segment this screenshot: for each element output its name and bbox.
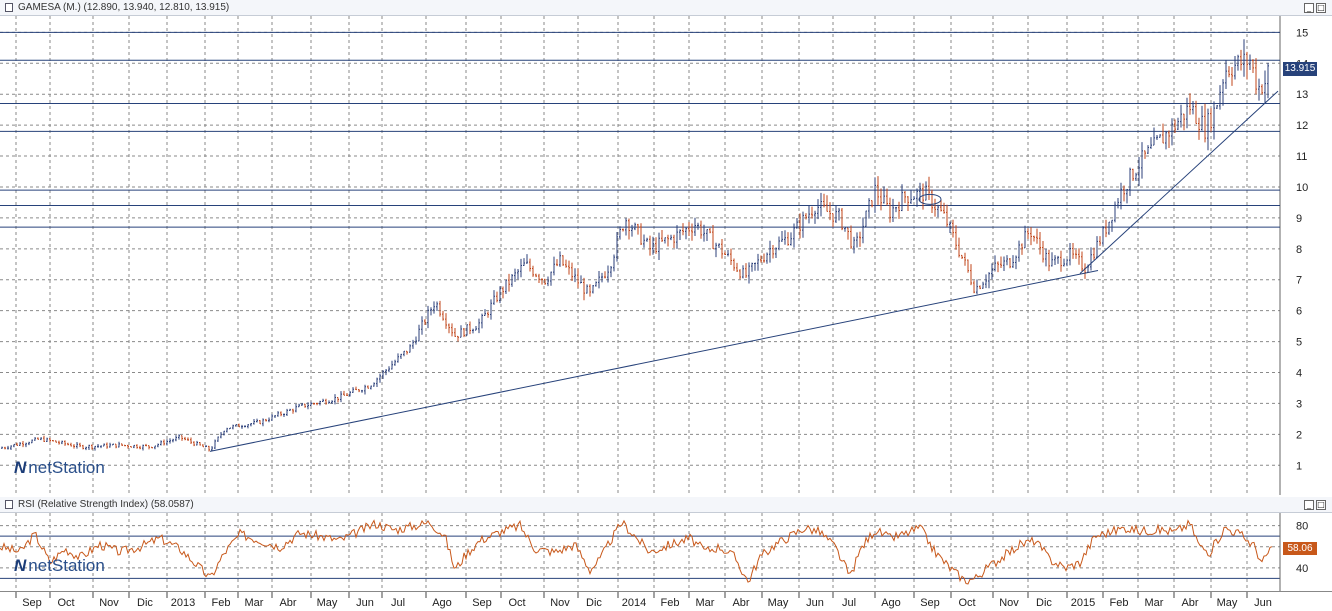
y-tick-label: 2 — [1296, 429, 1302, 441]
restore-button[interactable]: □ — [1316, 3, 1326, 13]
rsi-panel-header: RSI (Relative Strength Index) (58.0587) … — [0, 497, 1332, 513]
minimize-button[interactable]: _ — [1304, 500, 1314, 510]
rsi-chart[interactable]: 406080 — [0, 513, 1332, 591]
y-tick-label: 7 — [1296, 275, 1302, 287]
x-tick-label: 2015 — [1071, 597, 1095, 609]
logo-text: netStation — [28, 556, 105, 575]
netstation-mark-icon: N — [14, 458, 27, 477]
x-tick-label: Nov — [550, 597, 570, 609]
x-tick-label: Abr — [279, 597, 296, 609]
rsi-line — [0, 519, 1273, 585]
netstation-mark-icon: N — [14, 556, 27, 575]
x-tick-label: Oct — [57, 597, 74, 609]
rsi-last-value-label: 58.06 — [1283, 542, 1317, 555]
x-tick-label: May — [317, 597, 338, 609]
y-tick-label: 9 — [1296, 213, 1302, 225]
y-tick-label: 80 — [1296, 521, 1308, 533]
x-tick-label: Jul — [391, 597, 405, 609]
x-tick-label: Oct — [508, 597, 525, 609]
restore-button[interactable]: □ — [1316, 500, 1326, 510]
y-tick-label: 11 — [1296, 151, 1307, 163]
time-axis: Sep Oct Nov Dic 2013 Feb Mar Abr May Jun Jul Ago Sep… — [0, 591, 1332, 611]
last-price-label: 13.915 — [1283, 62, 1317, 76]
x-tick-label: 2014 — [622, 597, 646, 609]
x-tick-label: Sep — [920, 597, 940, 609]
x-tick-label: Jun — [356, 597, 374, 609]
y-tick-label: 3 — [1296, 398, 1302, 410]
trendline — [1079, 90, 1279, 274]
x-tick-label: Jul — [842, 597, 856, 609]
x-tick-label: Nov — [999, 597, 1019, 609]
x-tick-label: Dic — [586, 597, 602, 609]
x-tick-label: Dic — [137, 597, 153, 609]
logo-text: netStation — [28, 458, 105, 477]
y-tick-label: 10 — [1296, 182, 1308, 194]
x-tick-label: Oct — [958, 597, 975, 609]
x-tick-label: Jun — [1254, 597, 1272, 609]
y-tick-label: 12 — [1296, 120, 1308, 132]
y-tick-label: 40 — [1296, 563, 1308, 575]
x-tick-label: Mar — [245, 597, 264, 609]
x-tick-label: Nov — [99, 597, 119, 609]
trendline — [209, 269, 1099, 452]
x-tick-label: Mar — [1145, 597, 1164, 609]
y-tick-label: 6 — [1296, 306, 1302, 318]
main-panel-title: GAMESA (M.) (12.890, 13.940, 12.810, 13.… — [18, 2, 230, 13]
x-tick-label: Abr — [1181, 597, 1198, 609]
x-tick-label: Sep — [472, 597, 492, 609]
x-tick-label: Feb — [212, 597, 231, 609]
x-tick-label: Ago — [881, 597, 901, 609]
panel-icon — [5, 3, 13, 12]
x-tick-label: Ago — [432, 597, 452, 609]
y-tick-label: 13 — [1296, 89, 1308, 101]
y-tick-label: 5 — [1296, 337, 1302, 349]
x-tick-label: 2013 — [171, 597, 195, 609]
ellipse-marker — [918, 193, 942, 205]
rsi-panel-title: RSI (Relative Strength Index) (58.0587) — [18, 499, 194, 510]
x-tick-label: Jun — [806, 597, 824, 609]
x-tick-label: May — [768, 597, 789, 609]
x-tick-label: Feb — [1110, 597, 1129, 609]
y-tick-label: 4 — [1296, 368, 1302, 380]
price-chart[interactable]: 123456789101112131415 — [0, 16, 1332, 495]
y-tick-label: 1 — [1296, 460, 1302, 472]
x-tick-label: Mar — [696, 597, 715, 609]
y-tick-label: 8 — [1296, 244, 1302, 256]
x-tick-label: Feb — [661, 597, 680, 609]
x-tick-label: Sep — [22, 597, 42, 609]
x-tick-label: May — [1217, 597, 1238, 609]
panel-icon — [5, 500, 13, 509]
main-panel-header: GAMESA (M.) (12.890, 13.940, 12.810, 13.… — [0, 0, 1332, 16]
x-tick-label: Abr — [732, 597, 749, 609]
x-tick-label: Dic — [1036, 597, 1052, 609]
minimize-button[interactable]: _ — [1304, 3, 1314, 13]
y-tick-label: 15 — [1296, 27, 1308, 39]
